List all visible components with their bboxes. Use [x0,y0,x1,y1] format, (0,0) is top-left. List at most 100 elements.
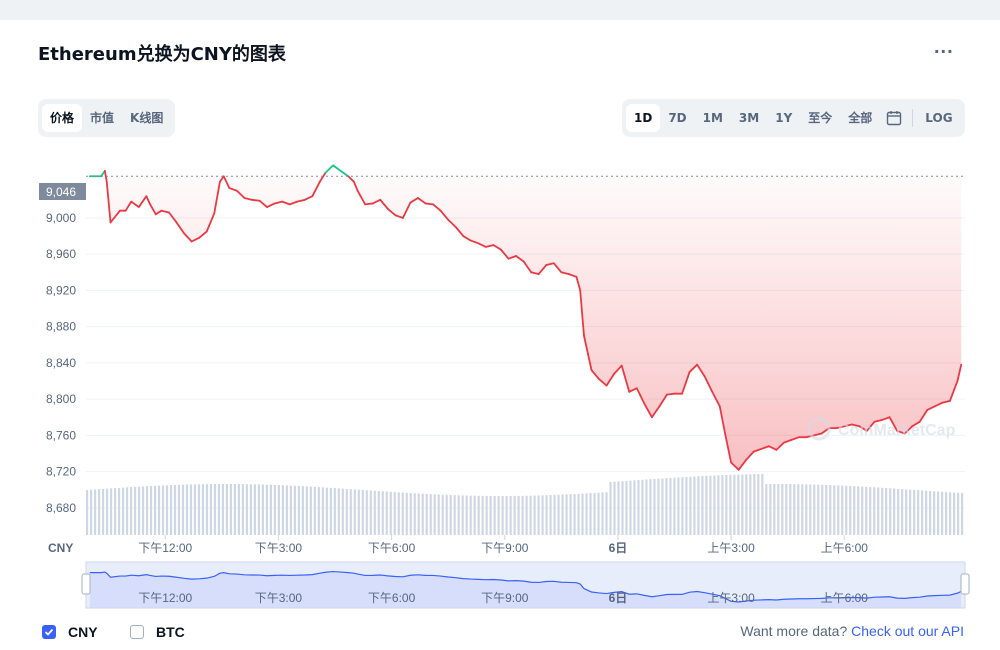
price-line-segment [745,450,755,461]
price-line-segment [567,273,578,278]
price-line-segment [545,262,555,266]
volume-bar [945,492,948,535]
price-line-segment [933,401,944,408]
price-line-segment [643,402,653,419]
volume-bar [609,481,612,535]
price-line-segment [266,202,276,208]
more-options-icon[interactable]: ... [934,36,954,58]
navigator-tick-label: 下午6:00 [368,591,416,605]
x-tick-label: 下午6:00 [368,541,416,555]
price-line-segment [696,363,706,378]
volume-bar [313,486,316,535]
volume-bar [925,490,928,535]
price-line-segment [311,180,321,198]
volume-bar [341,488,344,535]
price-line-segment [273,200,284,205]
volume-bar [333,488,336,535]
volume-bar [401,492,404,535]
volume-bar [345,488,348,535]
price-line-segment [149,203,157,216]
volume-bar [597,492,600,535]
volume-bar [185,484,189,535]
volume-bar [665,478,668,535]
price-line-segment [318,171,327,183]
volume-bar [841,485,844,535]
price-line-segment [228,187,238,192]
price-line-segment [109,209,121,224]
price-area-fill [89,176,962,470]
price-line-segment [658,393,668,408]
volume-bar [877,487,880,535]
price-line-segment [168,211,178,224]
volume-bar [821,484,824,535]
volume-bar [389,491,392,535]
price-line-segment [236,189,246,199]
price-line-segment [737,458,748,471]
x-tick-label: 上午3:00 [707,541,755,555]
volume-bar [125,487,129,535]
tab-price[interactable]: 价格 [42,104,83,132]
volume-bar [857,486,860,535]
volume-bar [637,480,640,535]
navigator-handle-left[interactable] [81,573,91,595]
price-line-segment [515,255,525,263]
navigator-handle-right[interactable] [960,573,970,595]
volume-bar [489,495,492,535]
price-line-segment [718,405,727,437]
tab-market-cap[interactable]: 市值 [90,111,115,125]
btc-check-group[interactable]: BTC [130,624,185,640]
price-line-segment [903,425,914,435]
x-tick-label: 下午9:00 [481,541,529,555]
price-line-segment [605,372,616,387]
volume-bar [761,474,764,535]
volume-bar [93,489,97,535]
range-tab-group: 1D 7D 1M 3M 1Y 至今 全部 LOG [622,99,965,137]
range-3m[interactable]: 3M [738,111,760,125]
price-line-segment [752,448,763,453]
range-ytd[interactable]: 至今 [808,111,833,125]
log-scale-toggle[interactable]: LOG [925,111,953,125]
volume-bar [225,484,229,535]
price-line-segment [635,387,646,405]
volume-bar [573,494,576,535]
tab-candlestick[interactable]: K线图 [130,111,164,125]
price-line-segment [130,200,140,208]
range-1d[interactable]: 1D [626,104,661,132]
btc-checkbox[interactable] [130,625,144,639]
price-line-segment [530,271,540,276]
volume-bar [385,491,388,535]
volume-bar [721,475,724,535]
y-tick-label: 8,800 [46,392,76,406]
volume-bar [889,488,892,535]
volume-bar [525,495,528,535]
price-line-segment [688,363,699,373]
volume-bar [105,488,109,535]
cny-checkbox[interactable] [42,625,56,639]
volume-bar [873,487,876,535]
volume-bar [409,493,412,535]
price-line-segment [183,232,193,243]
volume-bar [425,493,428,535]
volume-bar [353,489,356,535]
price-line-segment [205,212,216,233]
volume-bar [601,492,604,535]
api-link[interactable]: Check out our API [851,623,964,639]
volume-bar [453,495,456,535]
volume-bar [261,484,264,535]
volume-bar [661,478,664,535]
volume-bar [477,495,480,535]
volume-bar [325,487,328,535]
calendar-icon[interactable] [880,104,908,132]
range-1y[interactable]: 1Y [775,111,793,125]
range-7d[interactable]: 7D [668,111,687,125]
volume-bar [133,486,137,535]
volume-bar [289,485,292,535]
volume-bar [497,495,500,535]
volume-bar [949,492,952,535]
volume-bar [377,491,380,535]
cny-check-group[interactable]: CNY [42,624,98,640]
volume-bar [201,484,205,535]
range-1m[interactable]: 1M [702,111,723,125]
range-all[interactable]: 全部 [848,111,873,125]
